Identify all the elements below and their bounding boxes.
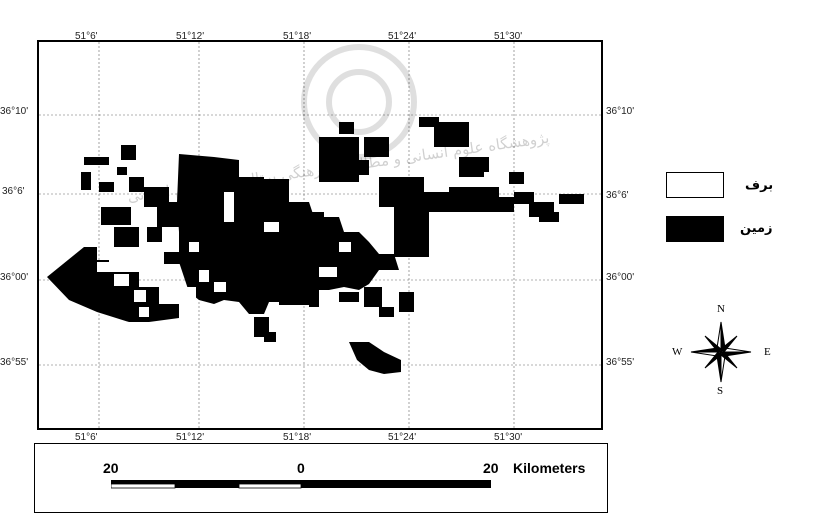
map-canvas: پژوهشگاه علوم انسانی و مطالعات فرهنگی پر… xyxy=(39,42,601,428)
compass-e: E xyxy=(764,346,771,358)
right-coord-3: 36°00' xyxy=(606,272,635,283)
scale-right-label: 20 xyxy=(483,460,499,476)
top-coord-1: 51°6' xyxy=(75,31,98,42)
snow-layer xyxy=(97,192,351,317)
legend-swatch-snow xyxy=(666,172,724,198)
right-coord-2: 36°6' xyxy=(606,190,629,201)
top-coord-2: 51°12' xyxy=(176,31,205,42)
right-coord-1: 36°10' xyxy=(606,106,635,117)
top-coord-3: 51°18' xyxy=(283,31,312,42)
scale-bar-graphic xyxy=(111,480,491,489)
scale-unit-label: Kilometers xyxy=(513,460,586,476)
compass-n: N xyxy=(717,303,725,315)
compass-rose-icon xyxy=(690,321,752,383)
scale-left-label: 20 xyxy=(103,460,119,476)
scale-bar-box: 20 0 20 Kilometers xyxy=(34,443,608,513)
bottom-coord-5: 51°30' xyxy=(494,432,523,443)
left-coord-1: 36°10' xyxy=(0,106,29,117)
land-layer xyxy=(47,117,584,374)
bottom-coord-4: 51°24' xyxy=(388,432,417,443)
scale-mid-label: 0 xyxy=(297,460,305,476)
compass-s: S xyxy=(717,385,724,397)
legend-label-snow: برف xyxy=(745,178,774,193)
map-frame: پژوهشگاه علوم انسانی و مطالعات فرهنگی پر… xyxy=(37,40,603,430)
right-coord-4: 36°55' xyxy=(606,357,635,368)
graticule xyxy=(39,42,601,428)
bottom-coord-2: 51°12' xyxy=(176,432,205,443)
left-coord-2: 36°6' xyxy=(2,186,25,197)
left-coord-4: 36°55' xyxy=(0,357,29,368)
legend-label-land: زمین xyxy=(740,221,773,236)
top-coord-5: 51°30' xyxy=(494,31,523,42)
legend-swatch-land xyxy=(666,216,724,242)
left-coord-3: 36°00' xyxy=(0,272,29,283)
compass-w: W xyxy=(672,346,683,358)
bottom-coord-3: 51°18' xyxy=(283,432,312,443)
top-coord-4: 51°24' xyxy=(388,31,417,42)
bottom-coord-1: 51°6' xyxy=(75,432,98,443)
